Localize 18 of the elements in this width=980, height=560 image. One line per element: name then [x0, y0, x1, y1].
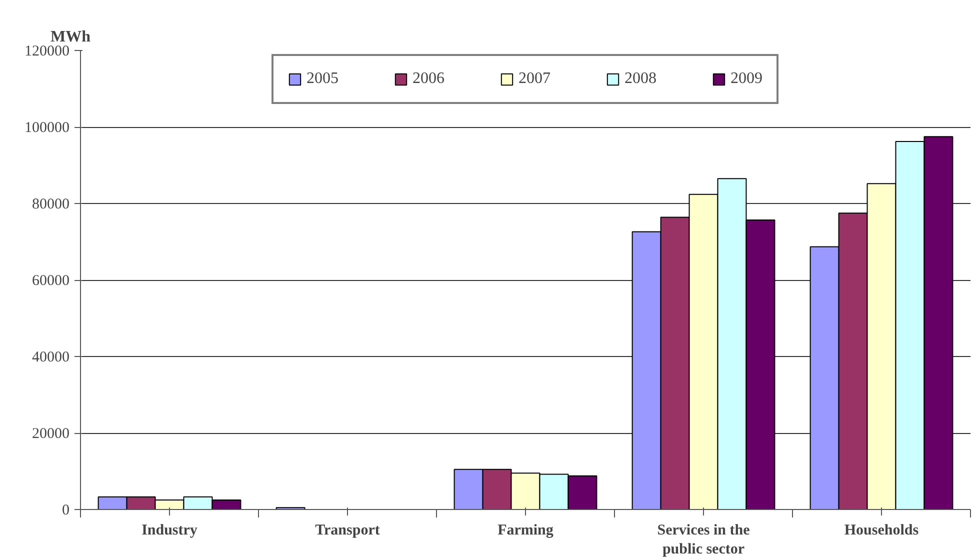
x-tick-label: Households — [844, 522, 919, 538]
x-tick-label: Farming — [498, 522, 554, 538]
x-tick-label: Industry — [142, 522, 198, 538]
y-tick-label: 100000 — [24, 120, 70, 136]
legend-label: 2009 — [730, 70, 762, 88]
y-tick-label: 60000 — [32, 273, 70, 289]
y-tick-label: 0 — [62, 502, 70, 518]
legend-label: 2006 — [412, 70, 444, 88]
y-tick-label: 40000 — [32, 350, 70, 366]
legend-label: 2005 — [306, 70, 338, 88]
legend-label: 2007 — [518, 70, 550, 88]
y-axis-title: MWh — [50, 28, 91, 46]
y-tick-label: 120000 — [24, 44, 70, 60]
x-tick-label: Transport — [315, 522, 380, 538]
y-tick-label: 80000 — [32, 196, 70, 212]
x-tick-label: Services in the public sector — [657, 522, 750, 558]
legend-label: 2008 — [624, 70, 656, 88]
y-tick-label: 20000 — [32, 426, 70, 442]
